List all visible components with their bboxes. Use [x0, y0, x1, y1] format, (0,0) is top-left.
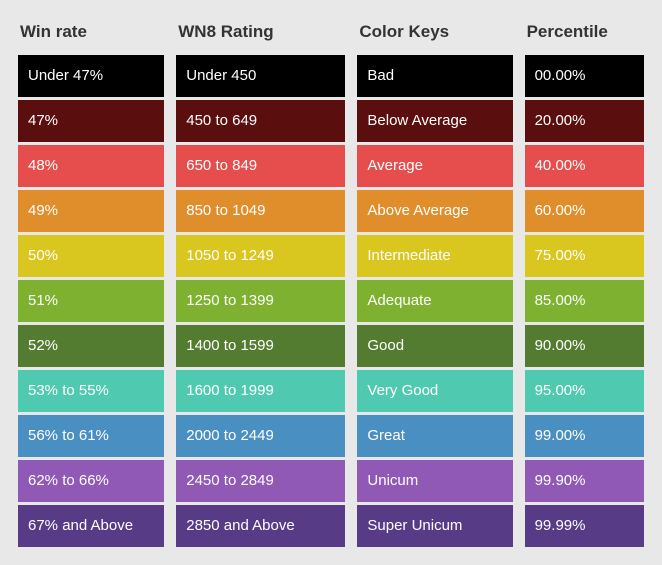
- header-wn8: WN8 Rating: [176, 18, 345, 52]
- cell-winrate: 62% to 66%: [18, 460, 164, 502]
- cell-winrate: 53% to 55%: [18, 370, 164, 412]
- cell-percentile: 99.90%: [525, 460, 644, 502]
- cell-percentile: 00.00%: [525, 55, 644, 97]
- cell-winrate: 48%: [18, 145, 164, 187]
- cell-percentile: 85.00%: [525, 280, 644, 322]
- cell-colorkeys: Great: [357, 415, 512, 457]
- cell-colorkeys: Adequate: [357, 280, 512, 322]
- cell-wn8: 2850 and Above: [176, 505, 345, 547]
- cell-wn8: 1400 to 1599: [176, 325, 345, 367]
- cell-winrate: 47%: [18, 100, 164, 142]
- cell-percentile: 99.00%: [525, 415, 644, 457]
- cell-winrate: 56% to 61%: [18, 415, 164, 457]
- cell-wn8: 1600 to 1999: [176, 370, 345, 412]
- header-colorkeys: Color Keys: [357, 18, 512, 52]
- cell-wn8: 450 to 649: [176, 100, 345, 142]
- cell-percentile: 60.00%: [525, 190, 644, 232]
- cell-winrate: 52%: [18, 325, 164, 367]
- cell-wn8: 850 to 1049: [176, 190, 345, 232]
- header-percentile: Percentile: [525, 18, 644, 52]
- cell-percentile: 99.99%: [525, 505, 644, 547]
- cell-colorkeys: Average: [357, 145, 512, 187]
- cell-winrate: Under 47%: [18, 55, 164, 97]
- cell-colorkeys: Very Good: [357, 370, 512, 412]
- cell-colorkeys: Intermediate: [357, 235, 512, 277]
- cell-percentile: 20.00%: [525, 100, 644, 142]
- cell-percentile: 75.00%: [525, 235, 644, 277]
- cell-percentile: 95.00%: [525, 370, 644, 412]
- cell-wn8: 1250 to 1399: [176, 280, 345, 322]
- cell-colorkeys: Good: [357, 325, 512, 367]
- rating-color-table: Win rateUnder 47%47%48%49%50%51%52%53% t…: [18, 18, 644, 547]
- cell-wn8: 2000 to 2449: [176, 415, 345, 457]
- cell-winrate: 67% and Above: [18, 505, 164, 547]
- cell-wn8: Under 450: [176, 55, 345, 97]
- cell-winrate: 50%: [18, 235, 164, 277]
- cell-wn8: 1050 to 1249: [176, 235, 345, 277]
- column-colorkeys: Color KeysBadBelow AverageAverageAbove A…: [357, 18, 512, 547]
- column-winrate: Win rateUnder 47%47%48%49%50%51%52%53% t…: [18, 18, 164, 547]
- cell-colorkeys: Below Average: [357, 100, 512, 142]
- cell-winrate: 51%: [18, 280, 164, 322]
- column-percentile: Percentile00.00%20.00%40.00%60.00%75.00%…: [525, 18, 644, 547]
- column-wn8: WN8 RatingUnder 450450 to 649650 to 8498…: [176, 18, 345, 547]
- cell-colorkeys: Above Average: [357, 190, 512, 232]
- cell-colorkeys: Bad: [357, 55, 512, 97]
- cell-winrate: 49%: [18, 190, 164, 232]
- header-winrate: Win rate: [18, 18, 164, 52]
- cell-percentile: 40.00%: [525, 145, 644, 187]
- cell-wn8: 650 to 849: [176, 145, 345, 187]
- cell-colorkeys: Super Unicum: [357, 505, 512, 547]
- cell-wn8: 2450 to 2849: [176, 460, 345, 502]
- cell-percentile: 90.00%: [525, 325, 644, 367]
- cell-colorkeys: Unicum: [357, 460, 512, 502]
